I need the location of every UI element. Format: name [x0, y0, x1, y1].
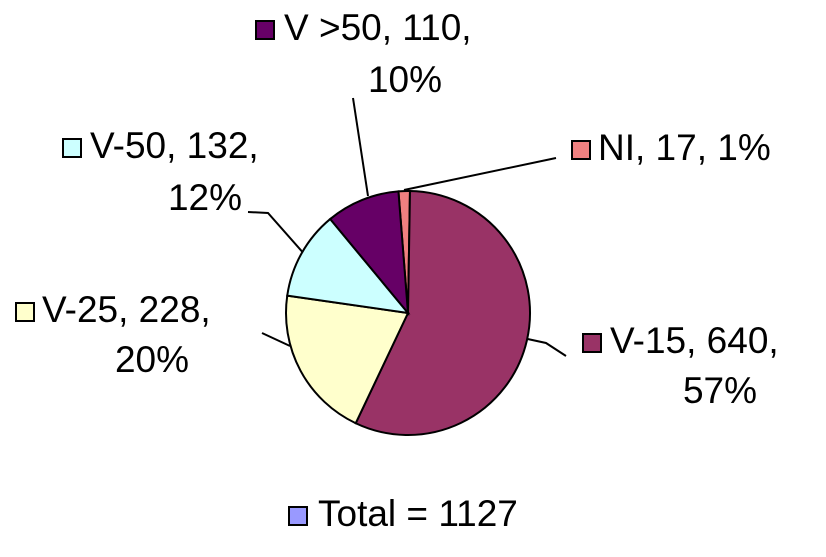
data-label: 12%	[168, 177, 242, 218]
data-label: V-50, 132,	[90, 125, 259, 166]
data-label: 20%	[115, 339, 189, 380]
data-label: V >50, 110,	[284, 7, 472, 48]
leader-line	[352, 97, 369, 197]
data-label: 10%	[368, 59, 442, 100]
leader-line	[403, 157, 557, 191]
data-label: NI, 17, 1%	[598, 127, 771, 168]
leader-line	[522, 337, 567, 357]
label-marker	[571, 140, 591, 160]
leader-line	[261, 332, 291, 347]
label-marker	[582, 333, 602, 353]
data-label: V-15, 640,	[610, 320, 779, 361]
legend-label: Total = 1127	[318, 493, 518, 534]
pie-slice	[328, 190, 410, 317]
label-marker	[15, 302, 35, 322]
data-label: 57%	[683, 370, 757, 411]
label-marker	[255, 20, 275, 40]
leader-line	[247, 211, 307, 257]
pie-slice	[285, 294, 410, 425]
data-label: V-25, 228,	[42, 289, 211, 330]
pie-slice	[286, 217, 411, 315]
label-marker	[62, 138, 82, 158]
legend-marker	[288, 506, 308, 526]
pie-slice	[354, 189, 531, 436]
